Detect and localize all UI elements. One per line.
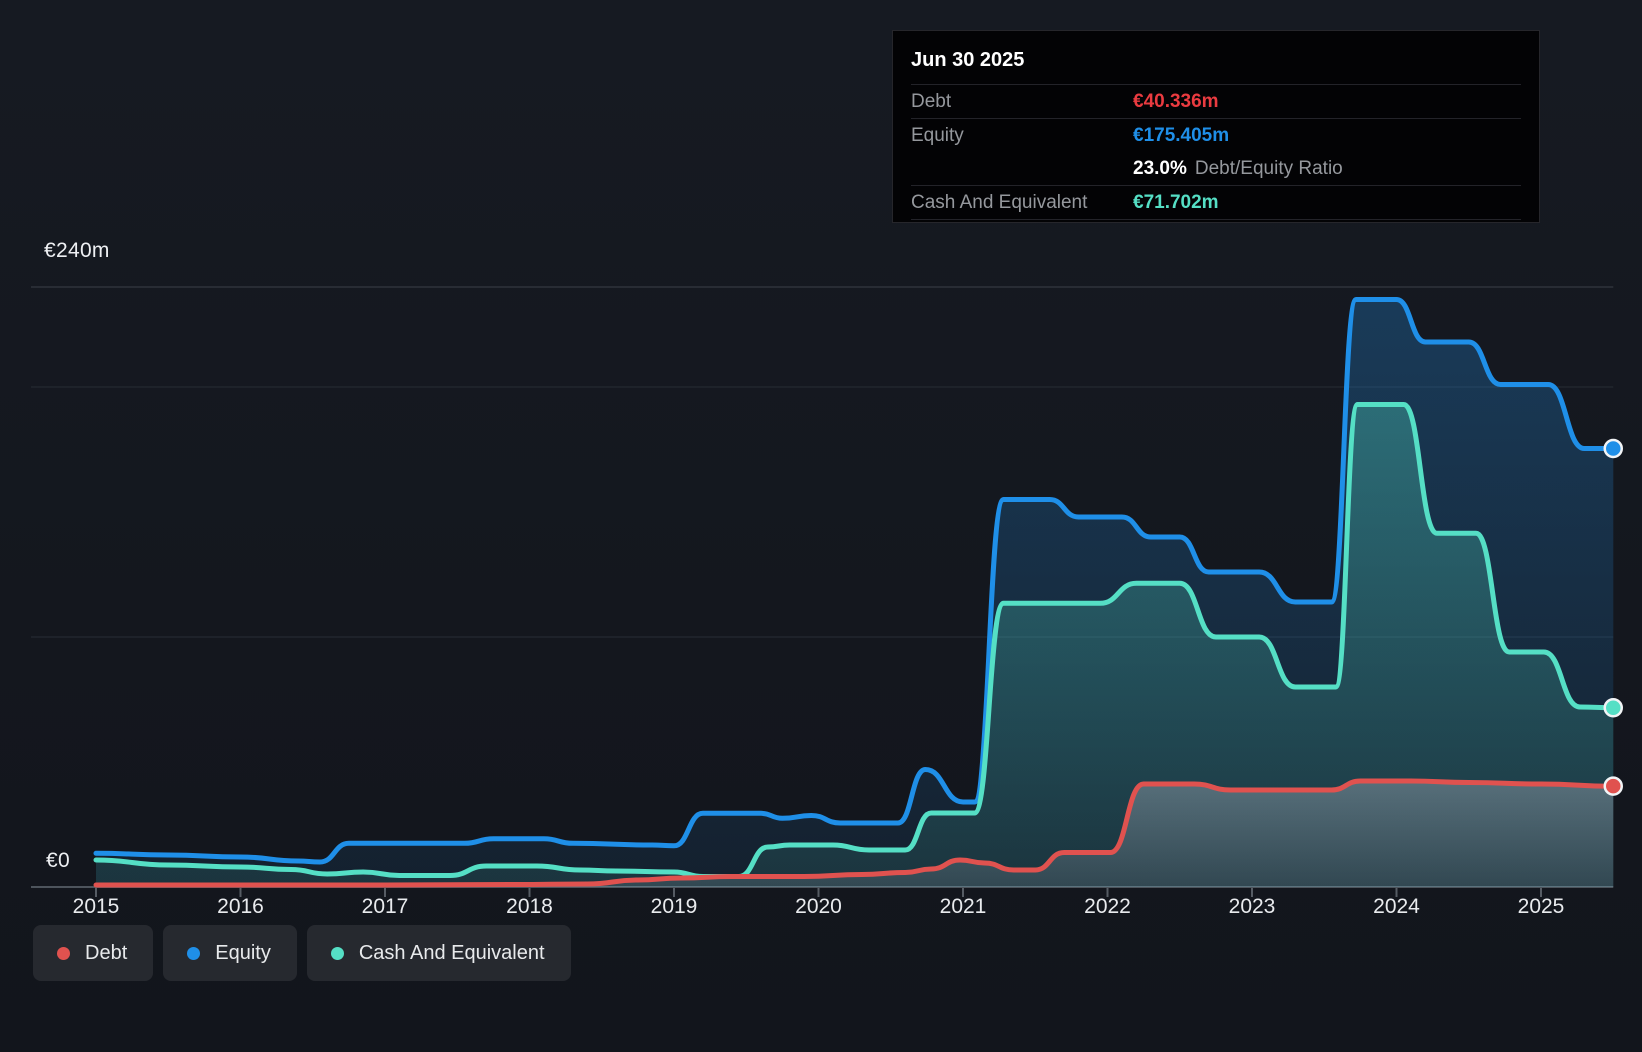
x-tick-label-2022: 2022 <box>1084 895 1131 918</box>
equity-legend-dot-icon <box>187 946 201 960</box>
tooltip-debt-value: €40.336m <box>1133 90 1219 112</box>
tooltip-cash-value: €71.702m <box>1133 191 1219 213</box>
tooltip-row-debt: Debt €40.336m <box>911 85 1521 119</box>
x-tick-label-2024: 2024 <box>1373 895 1420 918</box>
legend-cash-label: Cash And Equivalent <box>358 941 545 964</box>
legend-pill-cash[interactable]: Cash And Equivalent <box>306 925 571 981</box>
tooltip-equity-label: Equity <box>911 124 964 146</box>
tooltip-row-cash: Cash And Equivalent €71.702m <box>911 186 1521 220</box>
legend-debt-label: Debt <box>85 941 128 964</box>
series-line-debt <box>93 778 1616 888</box>
y-axis-zero-label: €0 <box>46 849 70 872</box>
tooltip-equity-value: €175.405m <box>1133 124 1230 146</box>
debt-legend-dot-icon <box>57 946 70 960</box>
x-tick-label-2021: 2021 <box>940 895 987 918</box>
tooltip-ratio-label: Debt/Equity Ratio <box>1194 157 1343 179</box>
x-tick-label-2020: 2020 <box>795 895 842 918</box>
series-area-cash <box>96 404 1614 887</box>
x-tick-label-2017: 2017 <box>362 895 409 918</box>
legend-equity-label: Equity <box>215 941 271 964</box>
tooltip-row-equity: Equity €175.405m <box>911 119 1521 152</box>
cash-legend-dot-icon <box>330 946 344 960</box>
x-tick-label-2025: 2025 <box>1518 895 1565 918</box>
series-area-debt <box>96 781 1614 887</box>
series-line-equity <box>93 297 1616 865</box>
tooltip-debt-label: Debt <box>911 90 952 112</box>
x-tick-label-2019: 2019 <box>651 895 698 918</box>
x-tick-label-2023: 2023 <box>1229 895 1276 918</box>
tooltip-ratio-value: 23.0% <box>1133 157 1187 179</box>
x-tick-label-2015: 2015 <box>73 895 120 918</box>
hover-tooltip: Jun 30 2025 Debt €40.336m Equity €175.40… <box>892 30 1540 223</box>
legend-pill-debt[interactable]: Debt <box>33 925 154 981</box>
end-dot-equity <box>1603 438 1623 459</box>
tooltip-row-ratio: 23.0% Debt/Equity Ratio <box>911 152 1521 186</box>
tooltip-cash-label: Cash And Equivalent <box>911 191 1088 213</box>
end-dot-cash <box>1603 697 1623 718</box>
x-tick-label-2018: 2018 <box>506 895 553 918</box>
series-line-cash <box>93 402 1616 879</box>
y-axis-top-label: €240m <box>44 239 110 262</box>
legend: Debt Equity Cash And Equivalent <box>33 925 571 981</box>
legend-pill-equity[interactable]: Equity <box>163 925 297 981</box>
x-tick-label-2016: 2016 <box>217 895 264 918</box>
tooltip-date: Jun 30 2025 <box>911 41 1521 85</box>
end-dot-debt <box>1603 776 1623 796</box>
